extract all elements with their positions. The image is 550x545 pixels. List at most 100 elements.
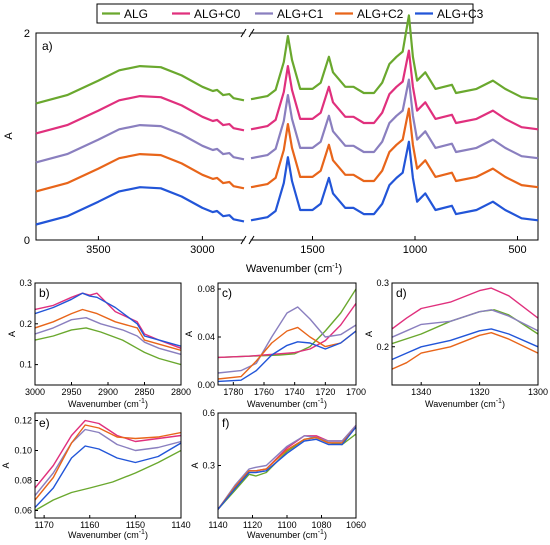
x-tick-label-f-4: 1060 xyxy=(346,520,366,530)
series-e-1 xyxy=(35,419,181,489)
y-axis-label-f: A xyxy=(190,462,200,468)
x-tick-label-d-1: 1320 xyxy=(470,387,490,397)
axis-break-mark xyxy=(248,28,255,38)
series-a-right-4 xyxy=(250,140,539,222)
panel-label-f: f) xyxy=(222,416,229,430)
x-tick-label-f-3: 1080 xyxy=(311,520,331,530)
series-a-left-4 xyxy=(35,186,245,226)
series-f-3 xyxy=(218,426,356,510)
legend-label-4: ALG+C3 xyxy=(437,7,484,21)
legend-label-3: ALG+C2 xyxy=(357,7,404,21)
axis-break-mark xyxy=(240,235,247,245)
x-tick-label-c-1: 1760 xyxy=(254,387,274,397)
series-c-4 xyxy=(218,330,356,383)
y-tick-label-f-0: 0.3 xyxy=(202,461,215,471)
panel-f: 1140 1120 1100 1080 1060 0.3 0.6 Af) xyxy=(190,408,366,530)
series-a-right-2 xyxy=(250,78,539,160)
panel-f-frame xyxy=(217,412,357,519)
x-tick-label-f-1: 1120 xyxy=(243,520,262,530)
x-tick-label-c-0: 1780 xyxy=(223,387,243,397)
series-f-2 xyxy=(218,424,356,510)
y-tick-label-e-2: 0.10 xyxy=(14,446,32,456)
y-tick-label-d-1: 0.3 xyxy=(376,278,389,288)
x-tick-label-c-4: 1700 xyxy=(346,387,366,397)
series-b-1 xyxy=(35,292,181,349)
x-tick-label-f-0: 1140 xyxy=(208,520,227,530)
series-c-1 xyxy=(218,302,356,359)
x-tick-label-d-2: 1300 xyxy=(528,387,548,397)
y-tick-label-e-0: 0.06 xyxy=(14,506,32,516)
x-axis-label-e: Wavenumber (cm-1) xyxy=(68,529,148,540)
panel-a: 0 2 A 3500 3000 1500 1000 500 a) xyxy=(3,14,539,256)
x-tick-label-b-0: 3000 xyxy=(25,387,45,397)
x-tick-label-b-4: 2800 xyxy=(171,387,191,397)
legend-label-0: ALG xyxy=(124,7,148,21)
legend-label-2: ALG+C1 xyxy=(277,7,324,21)
series-f-0 xyxy=(218,433,356,510)
series-c-0 xyxy=(218,288,356,359)
x-tick-label-f-2: 1100 xyxy=(277,520,296,530)
series-d-4 xyxy=(392,328,538,361)
x-tick-label-a-right-2: 500 xyxy=(508,244,526,256)
series-f-4 xyxy=(218,426,356,510)
panel-d-frame xyxy=(391,282,539,386)
series-b-4 xyxy=(35,292,181,347)
panel-label-c: c) xyxy=(222,286,232,300)
panel-label-b: b) xyxy=(39,286,50,300)
x-tick-label-e-3: 1140 xyxy=(171,520,190,530)
series-c-2 xyxy=(218,306,356,374)
axis-break-mark xyxy=(240,28,247,38)
panel-label-a: a) xyxy=(42,39,53,53)
series-a-left-1 xyxy=(35,95,245,135)
x-tick-label-b-2: 2900 xyxy=(98,387,118,397)
x-tick-label-c-2: 1740 xyxy=(285,387,305,397)
series-d-0 xyxy=(392,309,538,345)
panel-c: 1780 1760 1740 1720 1700 0.00 0.04 0.08 Ac) xyxy=(184,282,366,397)
x-tick-label-d-0: 1340 xyxy=(411,387,431,397)
series-b-0 xyxy=(35,327,181,366)
x-axis-label-d: Wavenumber (cm-1) xyxy=(425,398,505,409)
series-c-3 xyxy=(218,326,356,380)
series-a-left-0 xyxy=(35,65,245,105)
y-tick-label-b-1: 0.2 xyxy=(19,319,32,329)
x-axis-label-c: Wavenumber (cm-1) xyxy=(247,398,327,409)
x-axis-label-a: Wavenumber (cm-1) xyxy=(246,263,342,275)
x-axis-label-b: Wavenumber (cm-1) xyxy=(68,398,148,409)
series-d-2 xyxy=(392,309,538,338)
x-tick-label-e-1: 1160 xyxy=(80,520,99,530)
x-tick-label-e-0: 1170 xyxy=(34,520,53,530)
series-d-3 xyxy=(392,332,538,370)
panel-label-e: e) xyxy=(39,416,50,430)
y-axis-label-d: A xyxy=(364,331,374,337)
y-tick-label-c-1: 0.04 xyxy=(197,332,215,342)
series-e-4 xyxy=(35,442,181,508)
x-tick-label-a-right-0: 1500 xyxy=(300,244,324,256)
series-a-left-2 xyxy=(35,124,245,164)
series-b-2 xyxy=(35,317,181,356)
y-axis-label-a: A xyxy=(3,132,15,140)
y-tick-label-b-2: 0.3 xyxy=(19,278,32,288)
panel-a-frame xyxy=(35,32,539,241)
panel-b: 3000 2950 2900 2850 2800 0.1 0.2 0.3 Ab) xyxy=(7,278,191,397)
series-b-3 xyxy=(35,308,181,351)
y-axis-label-c: A xyxy=(184,331,194,337)
x-tick-label-b-1: 2950 xyxy=(61,387,81,397)
legend: ALG ALG+C0 ALG+C1 ALG+C2 ALG+C3 xyxy=(96,3,484,24)
panel-c-frame xyxy=(217,282,357,386)
panel-e-frame xyxy=(34,412,182,519)
panel-label-d: d) xyxy=(396,286,407,300)
y-axis-label-e: A xyxy=(1,462,11,468)
y-tick-label-e-1: 0.08 xyxy=(14,476,32,486)
series-e-2 xyxy=(35,428,181,496)
y-tick-label-e-3: 0.12 xyxy=(14,416,32,426)
axis-break-mark xyxy=(248,235,255,245)
y-tick-label-d-0: 0.2 xyxy=(376,342,389,352)
series-a-left-3 xyxy=(35,153,245,193)
x-axis-label-f: Wavenumber (cm-1) xyxy=(247,529,327,540)
x-tick-label-e-2: 1150 xyxy=(126,520,145,530)
legend-frame xyxy=(96,3,474,24)
x-tick-label-a-left-1: 3000 xyxy=(190,244,214,256)
series-e-3 xyxy=(35,424,181,501)
y-tick-label-f-1: 0.6 xyxy=(202,408,215,418)
series-e-0 xyxy=(35,449,181,512)
